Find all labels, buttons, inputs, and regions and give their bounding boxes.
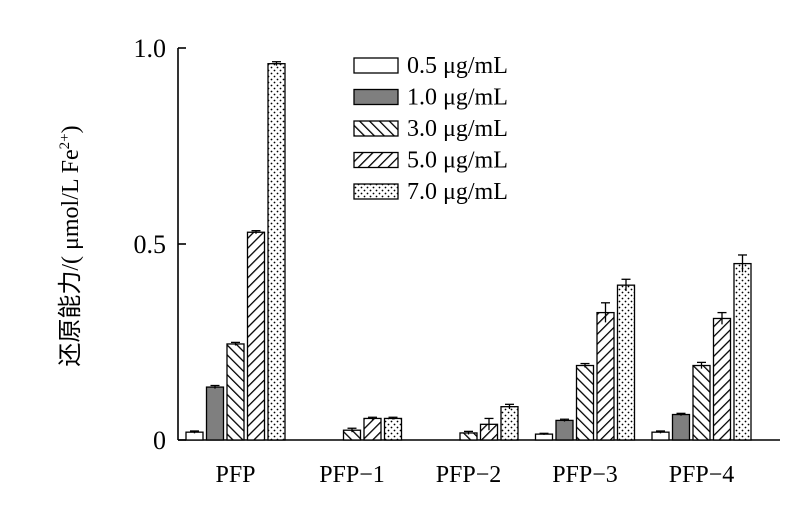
legend-label: 5.0 μg/mL [407,148,508,174]
legend-label: 0.5 μg/mL [407,53,508,79]
category-label: PFP−1 [319,462,385,488]
bar [575,364,595,441]
bar [733,262,752,441]
category-label: PFP−3 [552,462,618,488]
category-label: PFP [215,462,255,488]
bar [205,386,225,441]
y-tick-label: 0 [153,426,166,455]
bar [616,284,636,441]
legend-label: 7.0 μg/mL [407,179,508,205]
bar [555,419,574,441]
legend-swatch [353,120,399,137]
category-labels: PFP PFP−1 PFP−2 PFP−3 PFP−4 [215,462,734,488]
legend-swatch [353,88,399,106]
y-tick-label: 0.5 [134,230,167,259]
legend-swatch [353,151,399,169]
bar [671,413,691,441]
category-label: PFP−4 [669,462,735,488]
bar [692,364,711,441]
legend-swatch [353,57,399,74]
bar [267,63,286,441]
legend-swatch [353,183,399,200]
legend: 0.5 μg/mL 1.0 μg/mL 3.0 μg/mL 5.0 μg/mL 7.0 … [353,53,508,205]
bar [226,343,245,441]
bar [363,417,382,441]
bar [534,433,554,441]
bar [246,231,266,441]
category-label: PFP−2 [436,462,502,488]
y-axis-label: 还原能力/( μmol/L Fe2+) [57,125,84,366]
bar [712,317,732,441]
bar [383,417,403,441]
y-ticks: 0 0.5 1.0 [134,34,186,455]
legend-label: 1.0 μg/mL [407,85,508,111]
bar [596,311,615,441]
y-tick-label: 1.0 [134,34,167,63]
bar [500,406,519,441]
legend-label: 3.0 μg/mL [407,116,508,142]
bars [185,61,752,441]
